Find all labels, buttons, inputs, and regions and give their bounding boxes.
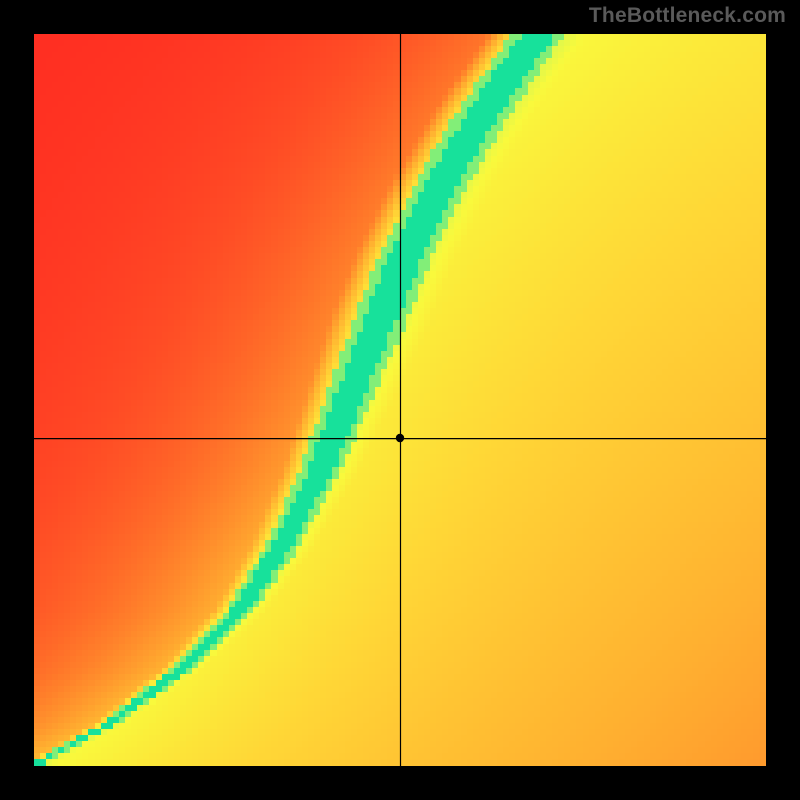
bottleneck-heatmap [34,34,766,766]
watermark-text: TheBottleneck.com [589,4,786,28]
chart-stage: TheBottleneck.com [0,0,800,800]
